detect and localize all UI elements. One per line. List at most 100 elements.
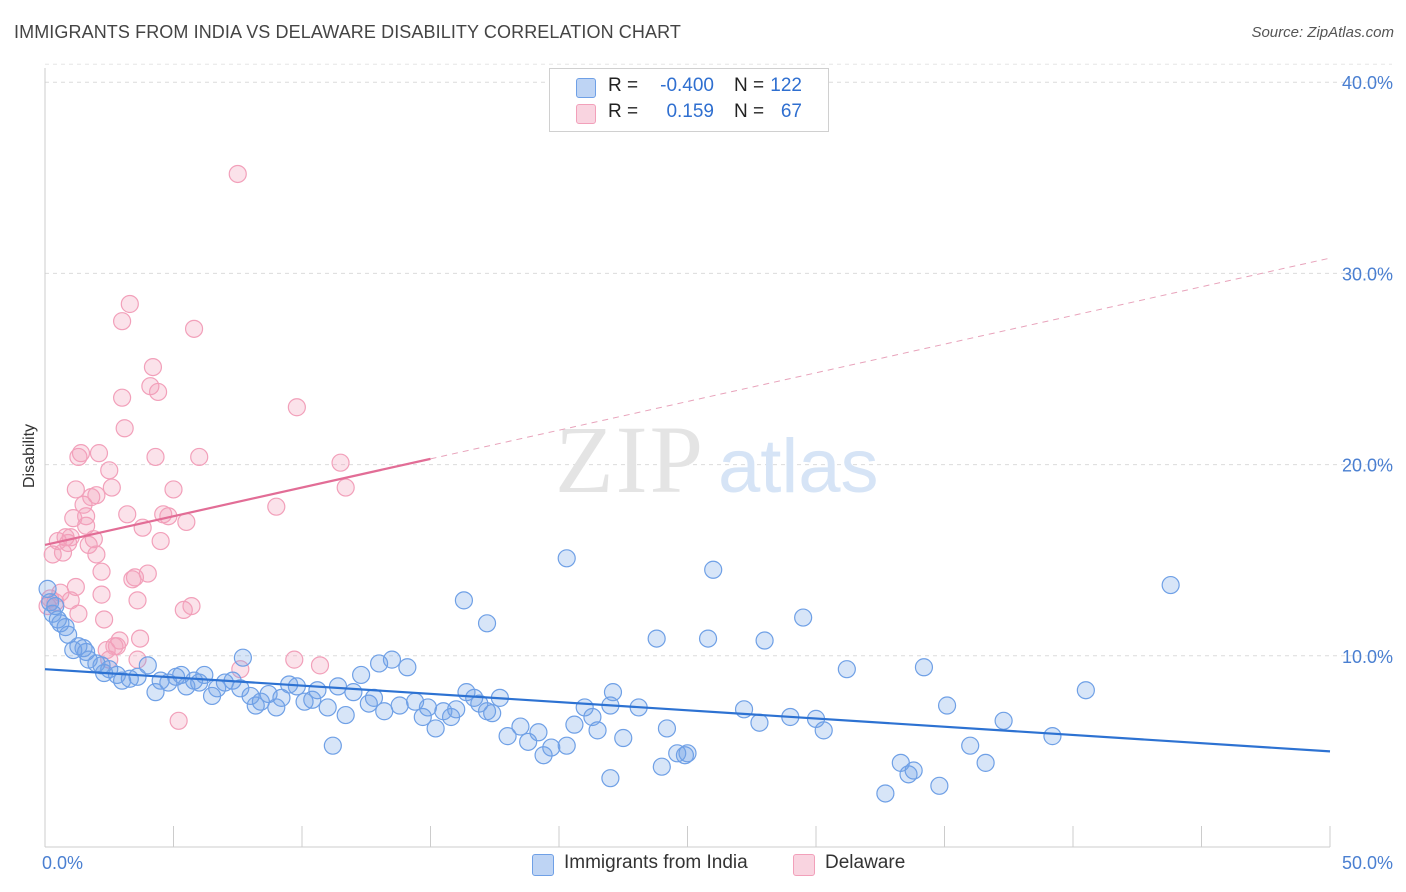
india-point xyxy=(336,705,355,725)
bottom-legend-swatch-delaware xyxy=(793,854,815,876)
trend-lines xyxy=(44,257,1331,753)
india-point xyxy=(498,727,517,746)
delaware-point xyxy=(164,480,183,499)
india-point xyxy=(794,608,813,627)
legend-swatch-delaware xyxy=(576,104,596,124)
india-point xyxy=(323,736,342,755)
delaware-trend-line xyxy=(44,457,431,546)
india-point xyxy=(647,629,666,648)
india-point xyxy=(652,757,671,776)
bottom-legend-swatch-india xyxy=(532,854,554,876)
india-point xyxy=(231,679,250,698)
india-point xyxy=(511,717,530,736)
y-tick-label: 30.0% xyxy=(1342,264,1393,284)
india-point xyxy=(483,704,502,723)
delaware-point xyxy=(148,382,168,402)
delaware-point xyxy=(228,164,247,184)
delaware-point xyxy=(285,650,304,669)
bottom-legend-label-india: Immigrants from India xyxy=(564,852,748,873)
india-point xyxy=(583,707,602,727)
india-point xyxy=(814,721,833,740)
legend-row-india: R = -0.400 N = 122 xyxy=(550,75,828,101)
delaware-point xyxy=(66,577,85,597)
legend-row-delaware: R = 0.159 N = 67 xyxy=(550,101,828,127)
india-point xyxy=(678,744,697,763)
axes xyxy=(44,68,1331,848)
x-tick-label: 0.0% xyxy=(42,853,83,873)
india-point xyxy=(272,688,291,707)
india-point xyxy=(557,549,576,568)
india-point xyxy=(961,736,980,755)
india-point xyxy=(77,642,96,662)
delaware-point xyxy=(267,497,286,516)
legend-n-label: N = xyxy=(734,101,765,122)
delaware-point xyxy=(190,447,209,467)
delaware-point xyxy=(79,535,98,555)
delaware-point xyxy=(331,453,350,472)
india-point xyxy=(698,629,718,648)
india-point xyxy=(470,694,489,713)
india-point xyxy=(56,618,75,637)
legend-r-label: R = xyxy=(608,101,639,122)
delaware-point xyxy=(66,480,85,499)
legend-n-label: N = xyxy=(734,75,765,96)
delaware-point xyxy=(177,512,196,532)
india-point xyxy=(837,660,856,679)
india-point xyxy=(267,698,286,717)
india-point xyxy=(241,686,260,706)
india-point xyxy=(534,746,553,765)
india-point xyxy=(454,591,474,610)
india-point xyxy=(588,721,607,740)
legend-stats: R = -0.400 N = 122 R = 0.159 N = 67 xyxy=(549,68,829,132)
delaware-point xyxy=(310,656,330,675)
delaware-point xyxy=(95,610,114,629)
india-point xyxy=(398,658,417,677)
delaware-point xyxy=(89,444,109,463)
delaware-point xyxy=(143,357,163,377)
india-point xyxy=(46,596,65,616)
delaware-point xyxy=(115,419,134,438)
delaware-point xyxy=(138,564,157,583)
delaware-point xyxy=(287,398,306,417)
delaware-point xyxy=(77,507,96,526)
india-point xyxy=(413,707,432,727)
india-point xyxy=(542,738,561,757)
delaware-point xyxy=(184,319,204,338)
watermark-atlas: atlas xyxy=(718,424,879,509)
delaware-point xyxy=(77,516,96,535)
delaware-point xyxy=(69,604,88,623)
india-point xyxy=(48,610,67,629)
india-point xyxy=(418,698,438,717)
delaware-point xyxy=(87,486,106,505)
delaware-point xyxy=(182,596,201,616)
india-point xyxy=(603,683,623,702)
delaware-point xyxy=(110,631,129,650)
india-point xyxy=(755,631,774,650)
legend-r-value: 0.159 xyxy=(666,101,714,122)
india-point xyxy=(876,784,895,803)
india-point xyxy=(308,681,327,700)
delaware-point xyxy=(151,531,170,551)
india-point xyxy=(38,579,57,598)
legend-r-label: R = xyxy=(608,75,639,96)
delaware-point xyxy=(112,312,132,331)
india-point xyxy=(904,761,923,780)
india-trend-line xyxy=(44,668,1331,753)
india-point xyxy=(447,700,466,719)
watermark: ZIP atlas xyxy=(555,406,879,513)
delaware-point xyxy=(53,543,73,562)
india-point xyxy=(390,696,409,715)
india-point xyxy=(601,769,620,788)
india-point xyxy=(1076,681,1095,700)
india-point xyxy=(233,648,252,667)
india-point xyxy=(328,677,348,696)
india-point xyxy=(477,614,497,633)
india-point xyxy=(976,753,995,772)
delaware-point xyxy=(87,545,106,564)
india-point xyxy=(303,690,322,709)
delaware-point xyxy=(146,447,165,467)
india-point xyxy=(565,715,584,734)
india-point xyxy=(138,656,157,675)
bottom-legend-label-delaware: Delaware xyxy=(825,852,906,873)
y-tick-label: 40.0% xyxy=(1342,73,1393,93)
